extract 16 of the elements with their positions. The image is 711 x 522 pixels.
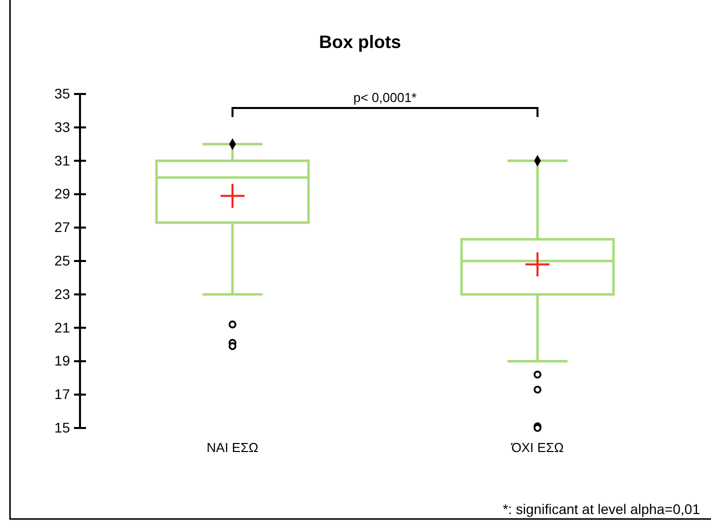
y-tick-label: 15: [54, 419, 70, 436]
chart-title: Box plots: [318, 32, 402, 52]
y-tick-label: 23: [54, 286, 70, 302]
y-tick-label: 31: [54, 152, 70, 168]
y-tick-label: 33: [54, 118, 70, 135]
text: *: significant at level alpha=0,01: [502, 501, 700, 517]
x-tick-label: ΝΑΙ ΕΣΩ: [206, 440, 259, 455]
y-tick-label: 17: [54, 386, 70, 402]
y-tick-label: 25: [54, 252, 70, 268]
y-tick-label: 27: [54, 219, 70, 236]
y-tick-label: 29: [54, 186, 70, 202]
y-tick-label: 21: [54, 319, 70, 336]
annotation: p< 0,0001*: [353, 90, 417, 105]
y-tick-label: 35: [54, 85, 70, 102]
x-tick-label: ΌΧΙ ΕΣΩ: [510, 440, 564, 455]
y-tick-label: 19: [54, 352, 70, 369]
